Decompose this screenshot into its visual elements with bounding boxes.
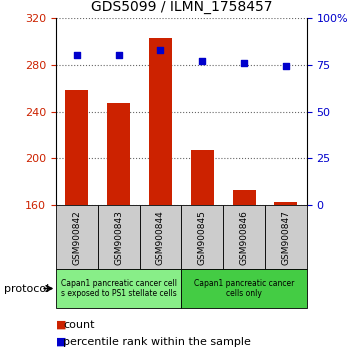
Text: GSM900846: GSM900846 xyxy=(240,210,249,265)
Bar xyxy=(56,205,98,269)
Bar xyxy=(107,103,130,205)
Bar xyxy=(274,202,297,205)
Bar xyxy=(98,205,140,269)
Bar xyxy=(265,205,307,269)
Text: ■: ■ xyxy=(56,337,66,347)
Point xyxy=(283,64,289,69)
Point xyxy=(74,52,80,58)
Point xyxy=(158,47,164,52)
Bar xyxy=(181,269,307,308)
Bar xyxy=(191,150,214,205)
Text: GSM900847: GSM900847 xyxy=(282,210,291,265)
Text: Capan1 pancreatic cancer cell
s exposed to PS1 stellate cells: Capan1 pancreatic cancer cell s exposed … xyxy=(61,279,177,298)
Point xyxy=(199,58,205,64)
Text: ■: ■ xyxy=(56,320,66,330)
Text: count: count xyxy=(63,320,95,330)
Bar xyxy=(181,205,223,269)
Bar xyxy=(232,190,256,205)
Text: GSM900842: GSM900842 xyxy=(72,210,81,264)
Title: GDS5099 / ILMN_1758457: GDS5099 / ILMN_1758457 xyxy=(91,0,272,14)
Bar xyxy=(56,269,181,308)
Text: GSM900844: GSM900844 xyxy=(156,210,165,264)
Text: percentile rank within the sample: percentile rank within the sample xyxy=(63,337,251,347)
Point xyxy=(241,60,247,65)
Text: Capan1 pancreatic cancer
cells only: Capan1 pancreatic cancer cells only xyxy=(194,279,294,298)
Bar xyxy=(149,38,172,205)
Text: protocol: protocol xyxy=(4,284,49,293)
Text: GSM900845: GSM900845 xyxy=(198,210,207,265)
Bar xyxy=(223,205,265,269)
Point xyxy=(116,52,122,58)
Bar xyxy=(140,205,181,269)
Text: GSM900843: GSM900843 xyxy=(114,210,123,265)
Bar xyxy=(65,90,88,205)
